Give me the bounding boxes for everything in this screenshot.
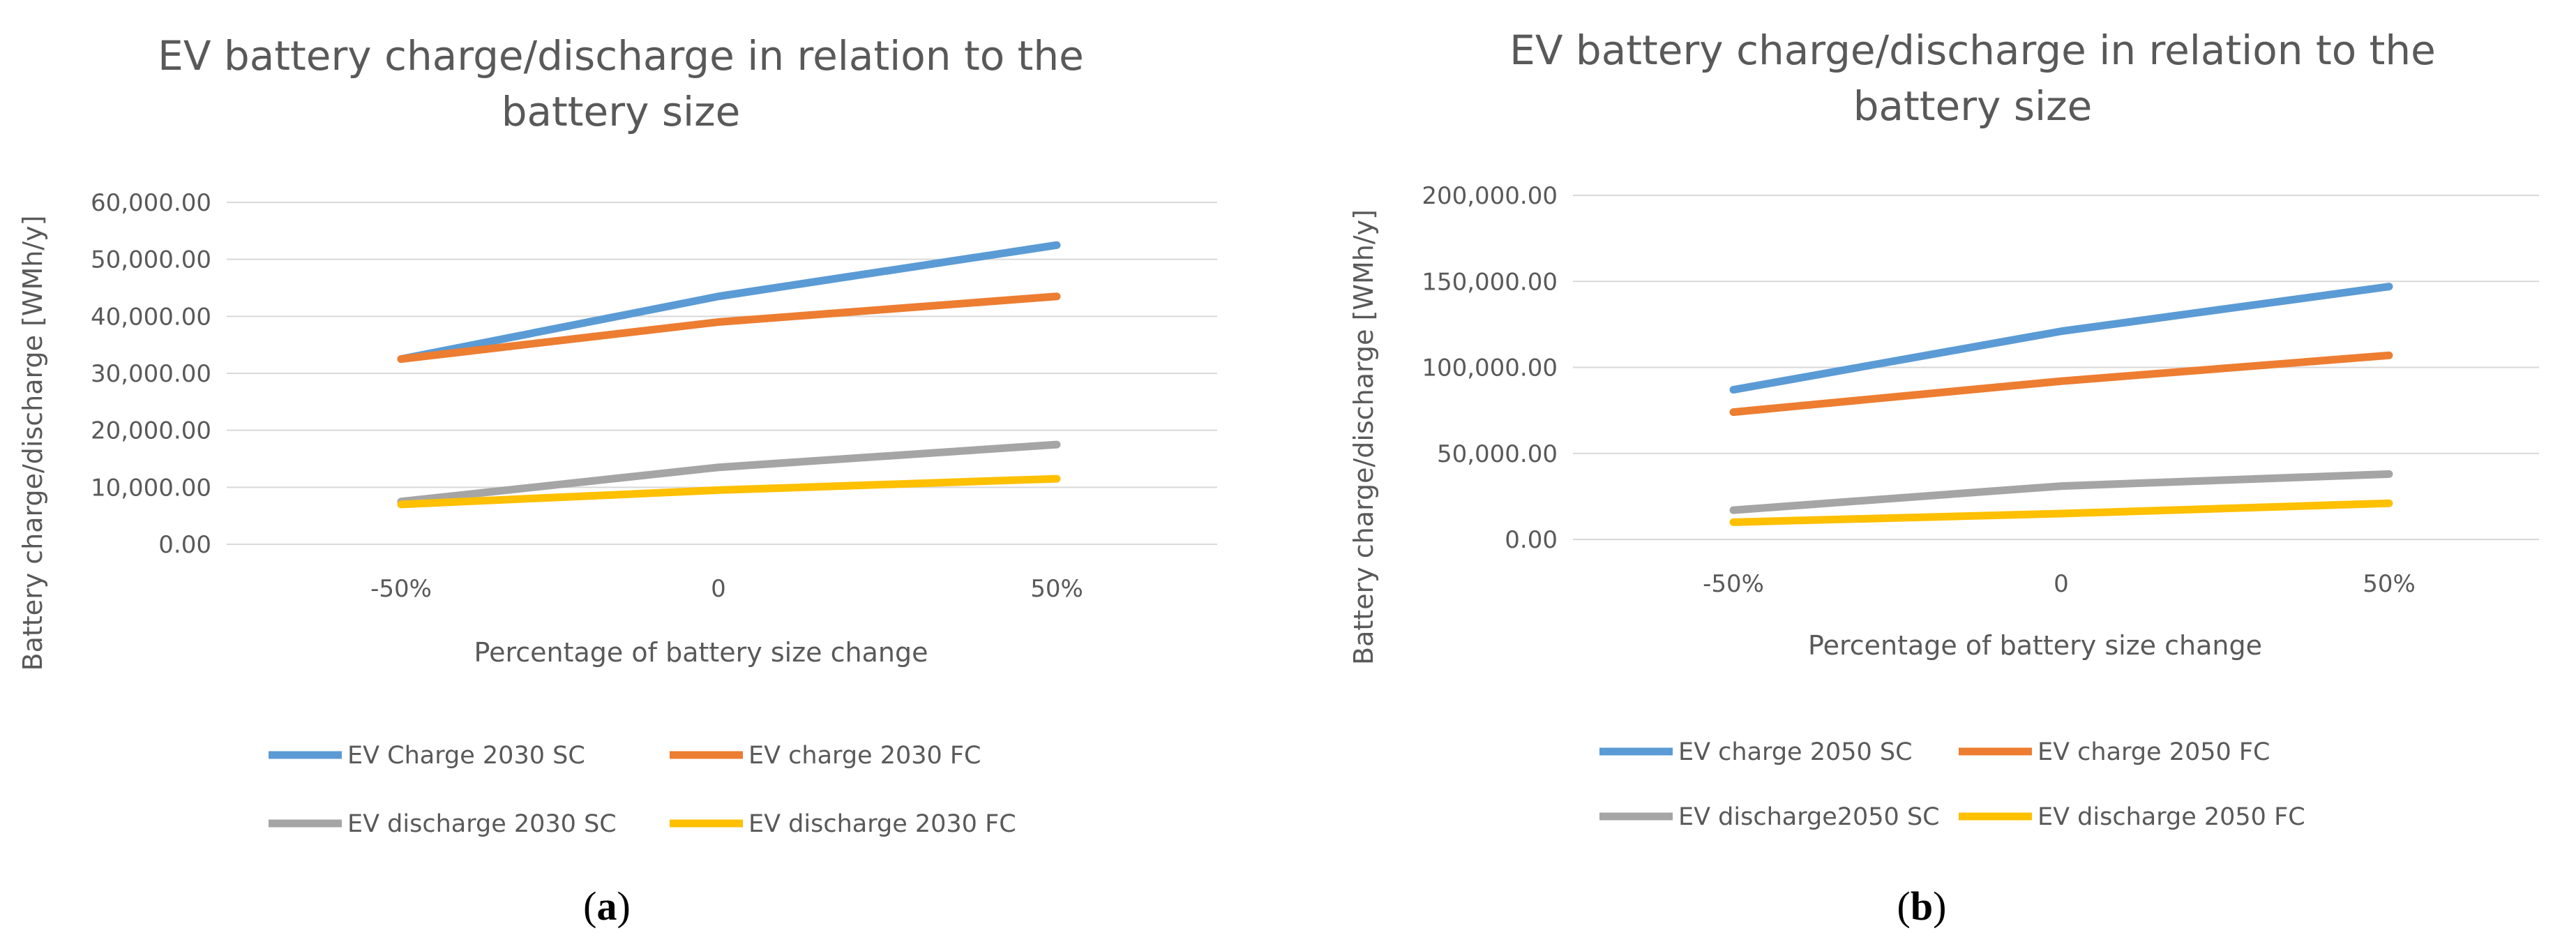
y-tick-label: 150,000.00 [1422,268,1558,296]
series-line-2 [1729,351,2393,417]
y-tick-label: 10,000.00 [91,474,211,502]
x-tick-label: 0 [2054,570,2069,598]
y-tick-label: 50,000.00 [91,246,211,274]
series-line-2 [397,292,1061,364]
legend-label: EV charge 2050 SC [1678,738,1913,766]
legend-item: EV discharge 2030 FC [670,810,1016,838]
x-axis-label: Percentage of battery size change [1808,630,2262,661]
legend-label: EV discharge 2050 FC [2038,803,2305,831]
legend-item: EV charge 2050 FC [1959,738,2270,766]
y-axis-label: Battery charge/discharge [WMh/y] [17,216,48,671]
chart-title: battery size [1853,82,2093,130]
chart-b: EV battery charge/discharge in relation … [1348,27,2539,929]
y-tick-label: 40,000.00 [91,303,211,331]
y-axis-label: Battery charge/discharge [WMh/y] [1348,209,1379,665]
figure-caption: (a) [583,883,631,929]
x-tick-label: 50% [1030,575,1083,603]
legend-label: EV discharge2050 SC [1678,803,1940,831]
legend-label: EV discharge 2030 SC [347,810,617,838]
x-tick-label: -50% [370,575,432,603]
chart-title: EV battery charge/discharge in relation … [1509,27,2436,74]
legend-item: EV Charge 2030 SC [269,742,585,770]
caption-letter: b [1911,883,1933,929]
y-tick-label: 200,000.00 [1422,182,1558,210]
legend-label: EV charge 2030 FC [748,742,981,770]
x-tick-label: -50% [1703,570,1764,598]
y-tick-label: 30,000.00 [91,360,211,388]
legend-item: EV charge 2030 FC [670,742,981,770]
legend-item: EV discharge 2050 FC [1959,803,2305,831]
legend-label: EV charge 2050 FC [2038,738,2270,766]
chart-title: battery size [502,88,741,135]
y-tick-label: 0.00 [1505,526,1558,554]
y-tick-label: 50,000.00 [1437,440,1558,468]
y-tick-label: 0.00 [158,531,211,559]
series-line-1 [1729,283,2393,394]
y-tick-label: 60,000.00 [91,189,211,217]
legend-item: EV discharge2050 SC [1599,803,1940,831]
figure-caption: (b) [1897,883,1947,929]
y-tick-label: 100,000.00 [1422,354,1558,382]
legend-label: EV discharge 2030 FC [748,810,1016,838]
legend-item: EV charge 2050 SC [1599,738,1913,766]
x-axis-label: Percentage of battery size change [474,637,928,668]
chart-a: EV battery charge/discharge in relation … [17,32,1217,929]
caption-letter: a [597,883,617,929]
legend-label: EV Charge 2030 SC [347,742,585,770]
legend-item: EV discharge 2030 SC [269,810,617,838]
x-tick-label: 50% [2363,570,2416,598]
x-tick-label: 0 [711,575,726,603]
chart-title: EV battery charge/discharge in relation … [158,32,1084,80]
y-tick-label: 20,000.00 [91,417,211,445]
